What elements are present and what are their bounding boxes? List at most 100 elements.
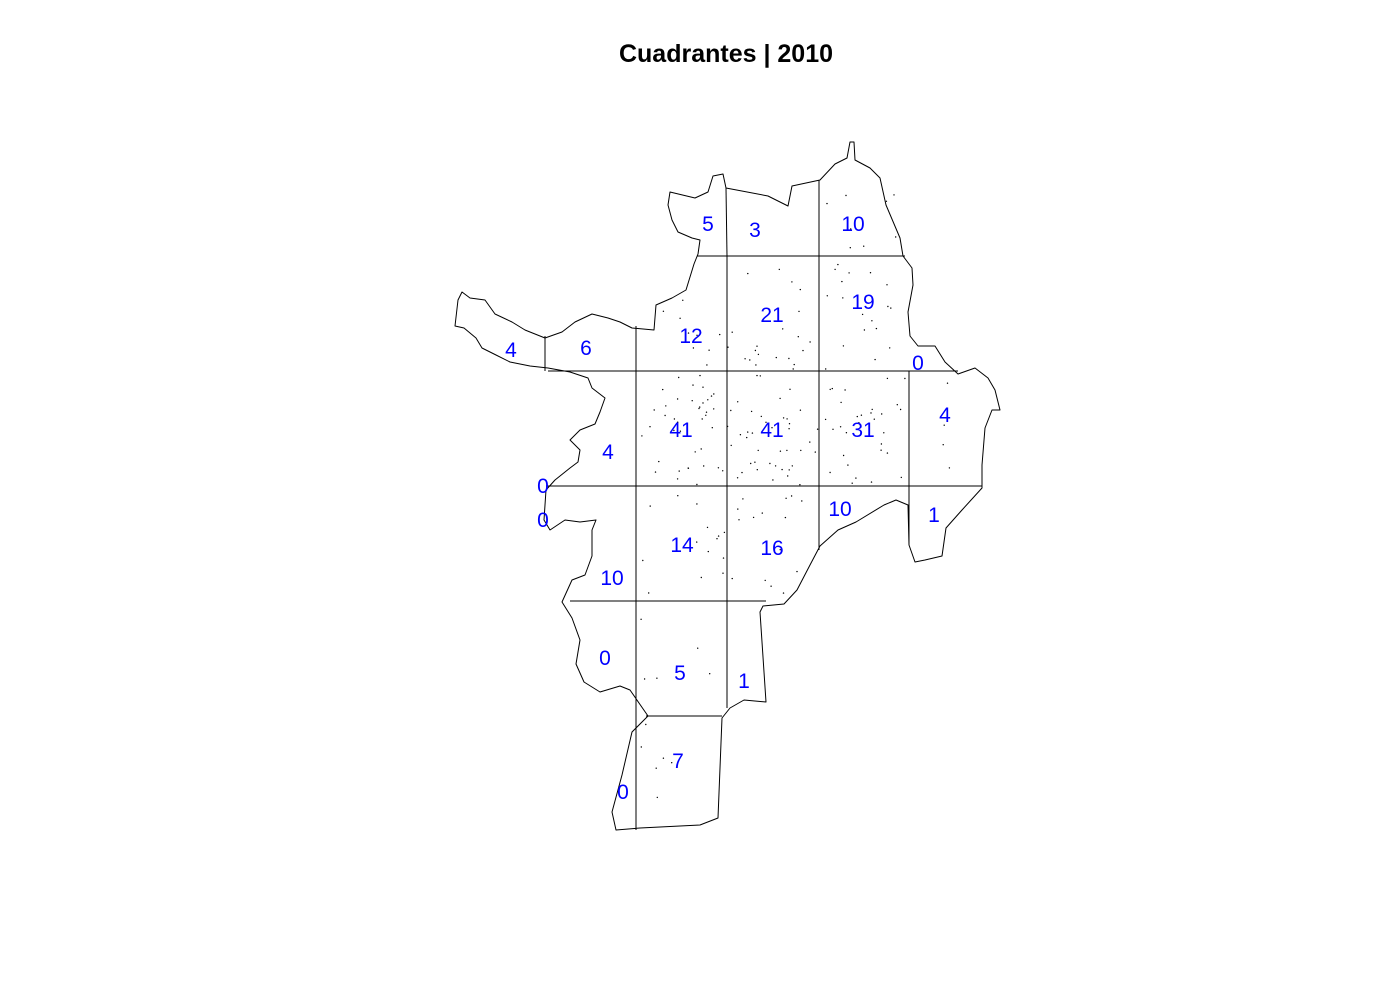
incident-point	[837, 263, 839, 266]
incident-point	[656, 796, 658, 799]
quadrant-count: 0	[912, 352, 924, 375]
incident-point	[709, 673, 711, 675]
incident-point	[829, 471, 831, 474]
incident-point	[708, 349, 710, 351]
incident-point	[746, 436, 748, 439]
incident-point	[880, 449, 882, 451]
quadrant-counts: 5 3 10 21 19 12 4 6 0 41 41 31 4 4 0 0 1…	[505, 213, 951, 804]
quadrant-count: 10	[600, 567, 623, 590]
incident-point	[801, 500, 803, 502]
incident-point	[785, 497, 787, 499]
incident-point	[855, 477, 857, 479]
quadrant-count: 5	[702, 213, 714, 236]
incident-point	[696, 483, 698, 486]
incident-point	[781, 468, 783, 471]
incident-point	[847, 464, 849, 466]
incident-point	[904, 377, 906, 380]
incident-point	[832, 428, 834, 430]
incident-point	[760, 415, 762, 418]
incident-point	[738, 519, 740, 521]
incident-point	[722, 470, 724, 472]
incident-point	[752, 516, 755, 519]
incident-point	[816, 428, 819, 430]
incident-point	[692, 384, 694, 386]
incident-point	[751, 432, 754, 434]
incident-point	[731, 577, 733, 580]
incident-point	[756, 345, 758, 347]
incident-point	[700, 448, 702, 450]
quadrant-count: 3	[749, 219, 761, 242]
incident-point	[757, 353, 760, 356]
incident-point	[702, 386, 704, 388]
incident-point	[791, 465, 793, 467]
incident-point	[782, 417, 785, 419]
incident-point	[696, 503, 698, 505]
incident-point	[784, 516, 787, 519]
incident-point	[677, 495, 679, 497]
incident-point	[896, 404, 898, 406]
incident-point	[744, 358, 746, 360]
incident-point	[678, 470, 680, 472]
incident-point	[754, 349, 757, 352]
incident-point	[717, 467, 720, 469]
incident-point	[711, 427, 713, 429]
quadrant-count: 6	[580, 337, 592, 360]
incident-point	[706, 364, 708, 366]
incident-point	[782, 592, 785, 594]
incident-point	[742, 498, 744, 500]
incident-point	[747, 431, 749, 433]
incident-point	[797, 336, 799, 338]
incident-point	[824, 418, 827, 421]
incident-point	[764, 579, 766, 582]
incident-point	[699, 374, 701, 377]
incident-point	[942, 444, 944, 446]
quadrant-count: 4	[505, 339, 517, 362]
incident-point	[799, 288, 801, 291]
incident-point	[739, 434, 742, 436]
incident-point	[705, 414, 707, 416]
incident-point	[948, 467, 951, 469]
incident-point	[860, 414, 863, 416]
incident-point	[789, 388, 791, 390]
incident-point	[889, 347, 891, 349]
incident-point	[756, 469, 758, 471]
incident-point	[719, 333, 721, 336]
incident-point	[701, 418, 703, 420]
incident-point	[755, 364, 757, 366]
incident-point	[765, 421, 767, 423]
incident-point	[845, 194, 847, 197]
quadrant-count: 7	[672, 750, 684, 773]
incident-point	[814, 451, 816, 453]
incident-point	[842, 297, 844, 299]
incident-point	[899, 408, 902, 411]
incident-point	[707, 399, 709, 401]
incident-point	[717, 535, 720, 537]
incident-point	[788, 428, 790, 430]
page-title: Cuadrantes | 2010	[618, 40, 834, 68]
incident-point	[842, 454, 845, 457]
incident-point	[769, 462, 771, 465]
incident-point	[641, 435, 643, 437]
incident-point	[696, 541, 698, 543]
quadrant-count: 31	[851, 419, 874, 442]
incident-point	[793, 363, 795, 366]
incident-point	[648, 592, 650, 594]
incident-point	[726, 425, 729, 428]
quadrant-count: 1	[738, 670, 750, 693]
incident-point	[788, 423, 791, 425]
quadrant-grid	[544, 180, 982, 830]
incident-point	[713, 408, 715, 410]
incident-point	[874, 358, 876, 361]
incident-point	[791, 281, 793, 283]
quadrant-count: 19	[851, 291, 874, 314]
incident-point	[676, 478, 679, 480]
incident-point	[656, 677, 658, 679]
incident-point	[741, 471, 743, 474]
incident-point	[658, 460, 660, 463]
incident-point	[887, 305, 889, 308]
incident-point	[691, 400, 693, 402]
incident-point	[782, 328, 784, 330]
incident-point	[844, 389, 846, 391]
incident-point	[880, 443, 883, 445]
incident-point	[861, 313, 864, 316]
